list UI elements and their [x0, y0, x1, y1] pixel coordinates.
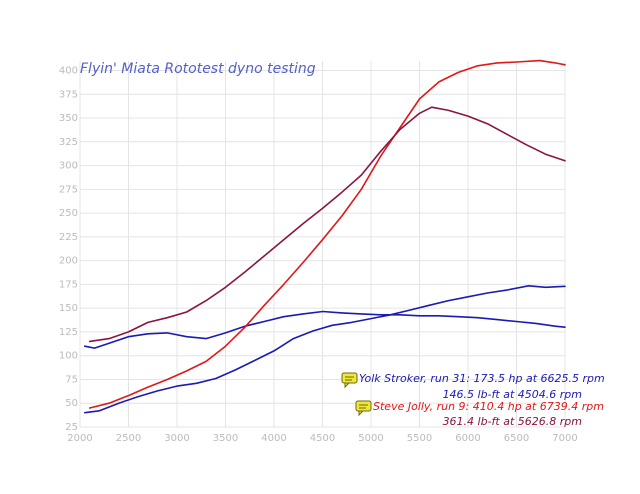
- y-tick-label: 250: [59, 208, 78, 219]
- y-tick-label: 175: [59, 279, 78, 290]
- legend-yolk-torque: 146.5 lb-ft at 4504.6 rpm: [443, 388, 582, 401]
- y-tick-label: 300: [59, 161, 78, 172]
- x-tick-label: 6000: [455, 433, 480, 444]
- y-tick-label: 75: [65, 374, 78, 385]
- series-line-steve-jolly-run-9-torque: [88, 106, 566, 343]
- y-tick-label: 150: [59, 303, 78, 314]
- x-tick-label: 4500: [310, 433, 335, 444]
- chart-title: Flyin' Miata Rototest dyno testing: [80, 61, 316, 77]
- x-tick-label: 3500: [213, 433, 238, 444]
- note-icon: [355, 400, 372, 417]
- y-tick-label: 325: [59, 137, 78, 148]
- series-line-yolk-stroker-run-31-hp: [84, 285, 566, 414]
- y-tick-label: 25: [65, 422, 78, 433]
- y-tick-label: 125: [59, 327, 78, 338]
- y-tick-label: 50: [65, 398, 78, 409]
- series-layer: [84, 59, 566, 414]
- x-tick-label: 2500: [116, 433, 141, 444]
- note-icon: [341, 372, 358, 389]
- y-tick-label: 400: [59, 66, 78, 77]
- x-tick-label: 4000: [261, 433, 286, 444]
- legend-jolly-torque: 361.4 lb-ft at 5626.8 rpm: [443, 415, 582, 428]
- y-tick-label: 350: [59, 113, 78, 124]
- legend-yolk-hp: Yolk Stroker, run 31: 173.5 hp at 6625.5…: [359, 372, 605, 385]
- y-tick-label: 225: [59, 232, 78, 243]
- series-line-yolk-stroker-run-31-torque: [84, 310, 566, 349]
- y-tick-label: 275: [59, 184, 78, 195]
- x-tick-label: 7000: [552, 433, 577, 444]
- x-tick-label: 5500: [407, 433, 432, 444]
- series-line-steve-jolly-run-9-hp: [88, 59, 566, 409]
- x-tick-label: 6500: [504, 433, 529, 444]
- y-tick-label: 375: [59, 89, 78, 100]
- grid-layer: [79, 61, 566, 428]
- tick-labels: 2000 2500 3000 3500 4000 4500 5000 5500 6000 6500…: [59, 66, 578, 444]
- legend-jolly-hp: Steve Jolly, run 9: 410.4 hp at 6739.4 r…: [373, 400, 604, 413]
- x-tick-label: 3000: [164, 433, 189, 444]
- y-tick-label: 100: [59, 351, 78, 362]
- legend-annotations: Yolk Stroker, run 31: 173.5 hp at 6625.5…: [341, 372, 605, 428]
- y-tick-label: 200: [59, 256, 78, 267]
- x-tick-label: 2000: [67, 433, 92, 444]
- x-tick-label: 5000: [358, 433, 383, 444]
